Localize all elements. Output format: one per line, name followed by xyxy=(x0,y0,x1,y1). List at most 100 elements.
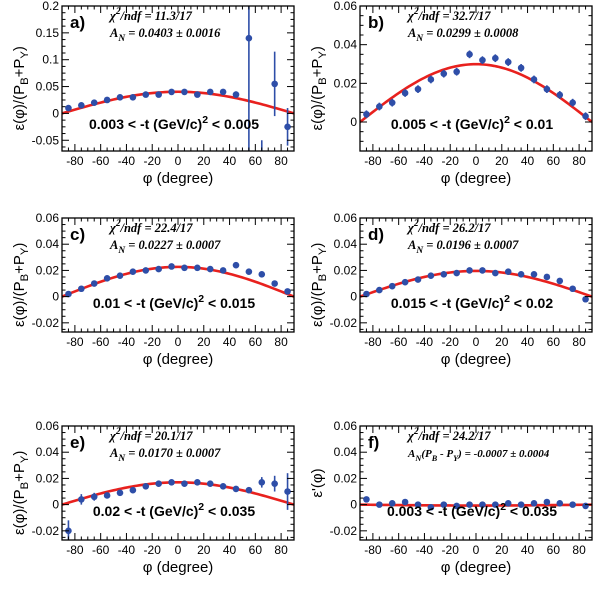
data-point xyxy=(245,486,253,494)
panel-label: c) xyxy=(70,225,85,244)
data-point xyxy=(401,498,409,506)
data-point xyxy=(569,285,576,293)
y-tick-label: 0.05 xyxy=(36,80,60,94)
x-tick-label: 40 xyxy=(223,543,237,557)
data-point xyxy=(90,280,98,287)
data-point xyxy=(363,496,370,503)
x-tick-label: -80 xyxy=(66,335,84,349)
data-point xyxy=(427,76,435,83)
x-tick-label: 60 xyxy=(547,543,561,557)
x-axis-title: φ (degree) xyxy=(143,170,214,187)
x-tick-label: -40 xyxy=(118,335,136,349)
svg-text:ε'(φ): ε'(φ) xyxy=(309,468,326,497)
panel-c: -80 -60 -40 -20 0 20 40 60 80 -0.02 0 0.02 0.04 0.06 φ… xyxy=(11,211,295,368)
x-tick-label: 20 xyxy=(197,154,211,168)
x-tick-label: -20 xyxy=(144,335,162,349)
panel-label: e) xyxy=(70,433,85,452)
y-axis-title: ε(φ)/(PB+PY) xyxy=(11,451,31,535)
an-annotation: AN = 0.0299 ± 0.0008 xyxy=(407,26,519,44)
data-point xyxy=(582,112,589,120)
data-point xyxy=(543,498,551,506)
x-tick-label: -60 xyxy=(92,543,110,557)
x-tick-label: -60 xyxy=(390,543,408,557)
data-point xyxy=(219,267,227,274)
x-tick-label: -80 xyxy=(364,335,382,349)
y-tick-label: -0.02 xyxy=(330,316,358,330)
x-tick-label: 40 xyxy=(521,543,535,557)
data-point xyxy=(582,295,589,303)
data-point xyxy=(232,485,240,493)
data-point xyxy=(116,489,124,497)
data-point xyxy=(363,110,370,118)
y-tick-label: 0.04 xyxy=(334,38,358,52)
x-tick-label: 0 xyxy=(473,154,480,168)
y-tick-label: 0 xyxy=(52,498,59,512)
x-tick-label: 0 xyxy=(473,335,480,349)
x-tick-label: -60 xyxy=(390,335,408,349)
y-tick-label: 0 xyxy=(52,290,59,304)
data-point xyxy=(530,76,538,83)
x-tick-label: 60 xyxy=(249,154,263,168)
y-tick-label: 0.06 xyxy=(334,211,358,225)
x-tick-label: 0 xyxy=(175,154,182,168)
x-tick-label: 0 xyxy=(175,335,182,349)
panel-label: a) xyxy=(70,13,85,32)
data-point xyxy=(517,64,525,72)
data-point xyxy=(284,488,291,495)
chi2-annotation: χ2/ndf = 26.2/17 xyxy=(406,219,491,235)
data-point xyxy=(556,277,564,285)
data-point xyxy=(78,285,85,293)
data-point xyxy=(284,123,291,131)
t-range-annotation: 0.02 < -t (GeV/c)2 < 0.035 xyxy=(93,501,255,519)
data-point xyxy=(466,51,473,58)
data-point xyxy=(569,501,576,508)
an-annotation: AN(PB - PY) = -0.0007 ± 0.0004 xyxy=(407,448,550,463)
data-point xyxy=(219,88,227,96)
data-point xyxy=(504,268,512,276)
y-tick-label: 0.2 xyxy=(42,0,59,13)
data-point xyxy=(479,267,486,274)
panel-d: -80 -60 -40 -20 0 20 40 60 80 -0.02 0 0.02 0.04 0.06 φ… xyxy=(309,211,593,368)
y-tick-label: 0.02 xyxy=(334,263,358,277)
data-point xyxy=(466,267,473,274)
x-tick-label: -20 xyxy=(442,154,460,168)
y-tick-label: 0.06 xyxy=(334,419,358,433)
data-point xyxy=(232,261,240,269)
data-point xyxy=(194,91,201,98)
data-point xyxy=(376,286,383,294)
y-tick-label: 0.04 xyxy=(334,445,358,459)
x-tick-label: 40 xyxy=(223,335,237,349)
data-point xyxy=(258,271,266,278)
y-tick-label: 0 xyxy=(350,290,357,304)
t-range-annotation: 0.01 < -t (GeV/c)2 < 0.015 xyxy=(93,293,255,311)
data-point xyxy=(206,480,214,487)
data-point xyxy=(504,500,512,507)
data-point xyxy=(129,93,137,101)
x-tick-label: 60 xyxy=(249,335,263,349)
data-point xyxy=(258,479,266,486)
x-tick-label: 80 xyxy=(572,543,586,557)
data-point xyxy=(271,280,278,287)
y-tick-label: 0.06 xyxy=(334,0,358,13)
panel-b: -80 -60 -40 -20 0 20 40 60 80 0 0.02 0.04 0.06 φ (deg… xyxy=(309,0,593,187)
x-tick-label: -80 xyxy=(66,154,84,168)
y-axis-title-text: ε(φ)/(PB+PY) xyxy=(11,451,31,535)
t-range-annotation: 0.005 < -t (GeV/c)2 < 0.01 xyxy=(391,114,553,132)
data-point xyxy=(440,501,448,508)
x-tick-label: -40 xyxy=(118,543,136,557)
data-point xyxy=(65,290,72,298)
data-point xyxy=(142,91,150,98)
data-point xyxy=(479,501,486,508)
x-axis-title: φ (degree) xyxy=(441,559,512,576)
data-point xyxy=(116,93,124,101)
panel-e: -80 -60 -40 -20 0 20 40 60 80 -0.02 0 0.02 0.04 0.06 φ… xyxy=(11,419,295,576)
x-tick-label: 0 xyxy=(175,543,182,557)
y-axis-title: ε(φ)/(PB+PY) xyxy=(11,243,31,327)
x-tick-label: 40 xyxy=(521,335,535,349)
data-point xyxy=(194,264,201,272)
data-point xyxy=(556,500,564,507)
fit-curve xyxy=(360,62,592,124)
data-point xyxy=(181,264,188,272)
data-point xyxy=(414,501,422,508)
data-point xyxy=(181,480,188,487)
